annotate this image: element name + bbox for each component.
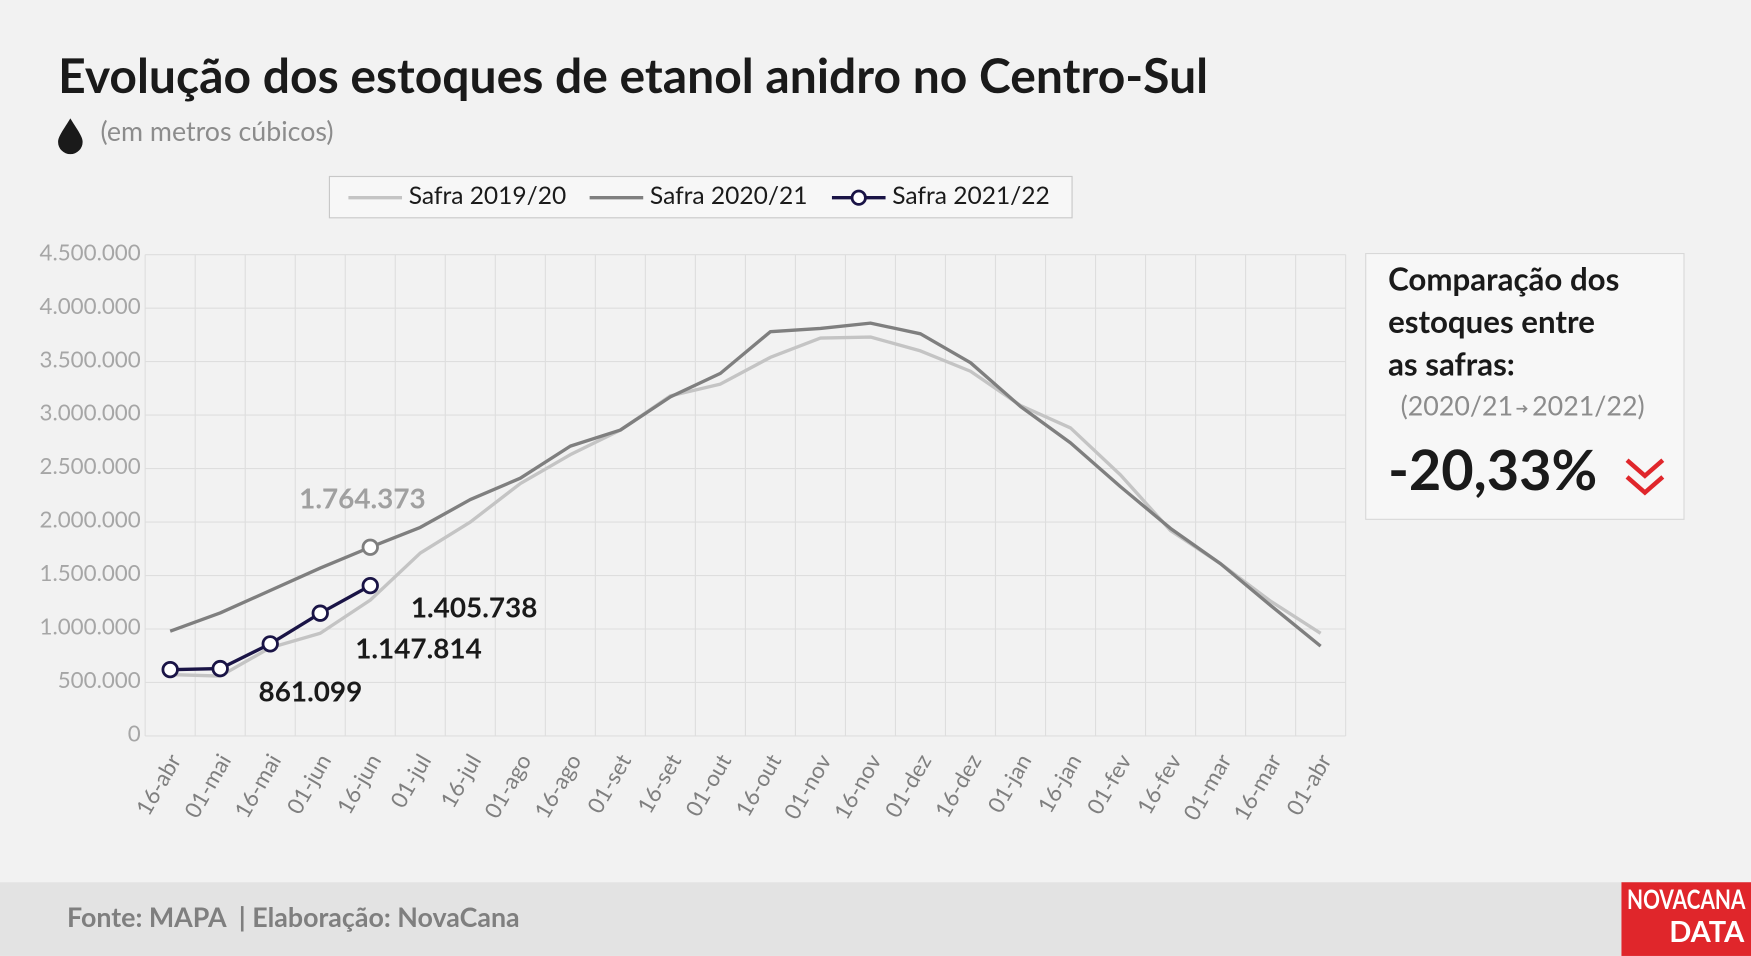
point xyxy=(361,576,379,595)
panel-title: as safras: xyxy=(1388,344,1515,382)
down-icon xyxy=(1625,458,1665,496)
y-tick-label: 4.000.000 xyxy=(40,292,141,319)
y-tick-label: 4.500.000 xyxy=(40,238,141,265)
point xyxy=(161,660,179,679)
chart-title: Evolução dos estoques de etanol anidro n… xyxy=(58,47,1208,104)
point xyxy=(361,538,379,556)
logo-text: DATA xyxy=(1669,914,1745,949)
data-label: 1.147.814 xyxy=(355,630,482,664)
arrow xyxy=(1516,404,1528,413)
logo-text: NOVACANA xyxy=(1627,883,1746,915)
footer-source: Fonte: MAPA | Elaboração: NovaCana xyxy=(67,901,520,933)
x-tick-label: 01-dez xyxy=(879,749,937,822)
series-line xyxy=(170,584,372,672)
drop-icon xyxy=(58,118,83,155)
data-label: 1.764.373 xyxy=(299,481,426,515)
x-tick-label: 01-mar xyxy=(1177,749,1236,825)
y-tick-label: 2.000.000 xyxy=(40,506,141,533)
legend-label: Safra 2019/20 xyxy=(409,181,567,210)
x-tick-label: 01-fev xyxy=(1081,749,1137,819)
x-tick-label: 16-nov xyxy=(828,749,887,824)
x-tick-label: 16-dez xyxy=(929,749,987,822)
x-tick-label: 01-jan xyxy=(981,749,1036,817)
footer-bar xyxy=(0,882,1751,956)
logo xyxy=(1621,882,1751,956)
legend-label: Safra 2020/21 xyxy=(650,181,808,210)
series-line xyxy=(170,335,1322,678)
x-tick-label: 01-mai xyxy=(178,749,236,822)
x-tick-label: 01-out xyxy=(679,749,736,821)
panel-box xyxy=(1365,252,1685,520)
panel-title: Comparação dos xyxy=(1388,260,1619,298)
y-tick-label: 500.000 xyxy=(58,666,141,693)
x-tick-label: 01-set xyxy=(581,749,636,818)
x-tick-label: 01-jun xyxy=(281,749,337,818)
legend-label: Safra 2021/22 xyxy=(892,181,1050,210)
panel-to: 2021/22) xyxy=(1532,390,1645,422)
y-tick-label: 3.000.000 xyxy=(40,399,141,426)
x-tick-label: 16-ago xyxy=(528,749,586,823)
point xyxy=(311,604,329,622)
y-tick-label: 0 xyxy=(128,720,141,747)
x-tick-label: 16-jul xyxy=(434,749,486,812)
y-tick-label: 1.000.000 xyxy=(40,613,141,640)
x-tick-label: 01-ago xyxy=(478,749,536,823)
x-tick-label: 16-jan xyxy=(1032,749,1087,817)
panel-from: (2020/21 xyxy=(1401,390,1514,422)
x-tick-label: 16-mai xyxy=(228,749,286,822)
panel-value: -20,33% xyxy=(1388,435,1597,502)
chart-subtitle: (em metros cúbicos) xyxy=(101,115,334,147)
x-tick-label: 01-jul xyxy=(384,749,436,812)
legend-box xyxy=(328,175,1073,219)
legend-marker xyxy=(850,189,867,206)
y-tick-label: 3.500.000 xyxy=(40,345,141,372)
y-tick-label: 2.500.000 xyxy=(40,452,141,479)
x-tick-label: 16-jun xyxy=(331,749,387,818)
data-label: 1.405.738 xyxy=(411,589,538,623)
series-line xyxy=(169,321,1322,648)
point xyxy=(211,659,229,678)
x-tick-label: 01-nov xyxy=(778,749,837,824)
y-tick-label: 1.500.000 xyxy=(40,559,141,586)
x-tick-label: 16-mar xyxy=(1227,749,1286,825)
panel-title: estoques entre xyxy=(1388,302,1595,340)
x-tick-label: 01-abr xyxy=(1280,749,1336,820)
point xyxy=(261,635,279,653)
data-label: 861.099 xyxy=(259,673,363,707)
